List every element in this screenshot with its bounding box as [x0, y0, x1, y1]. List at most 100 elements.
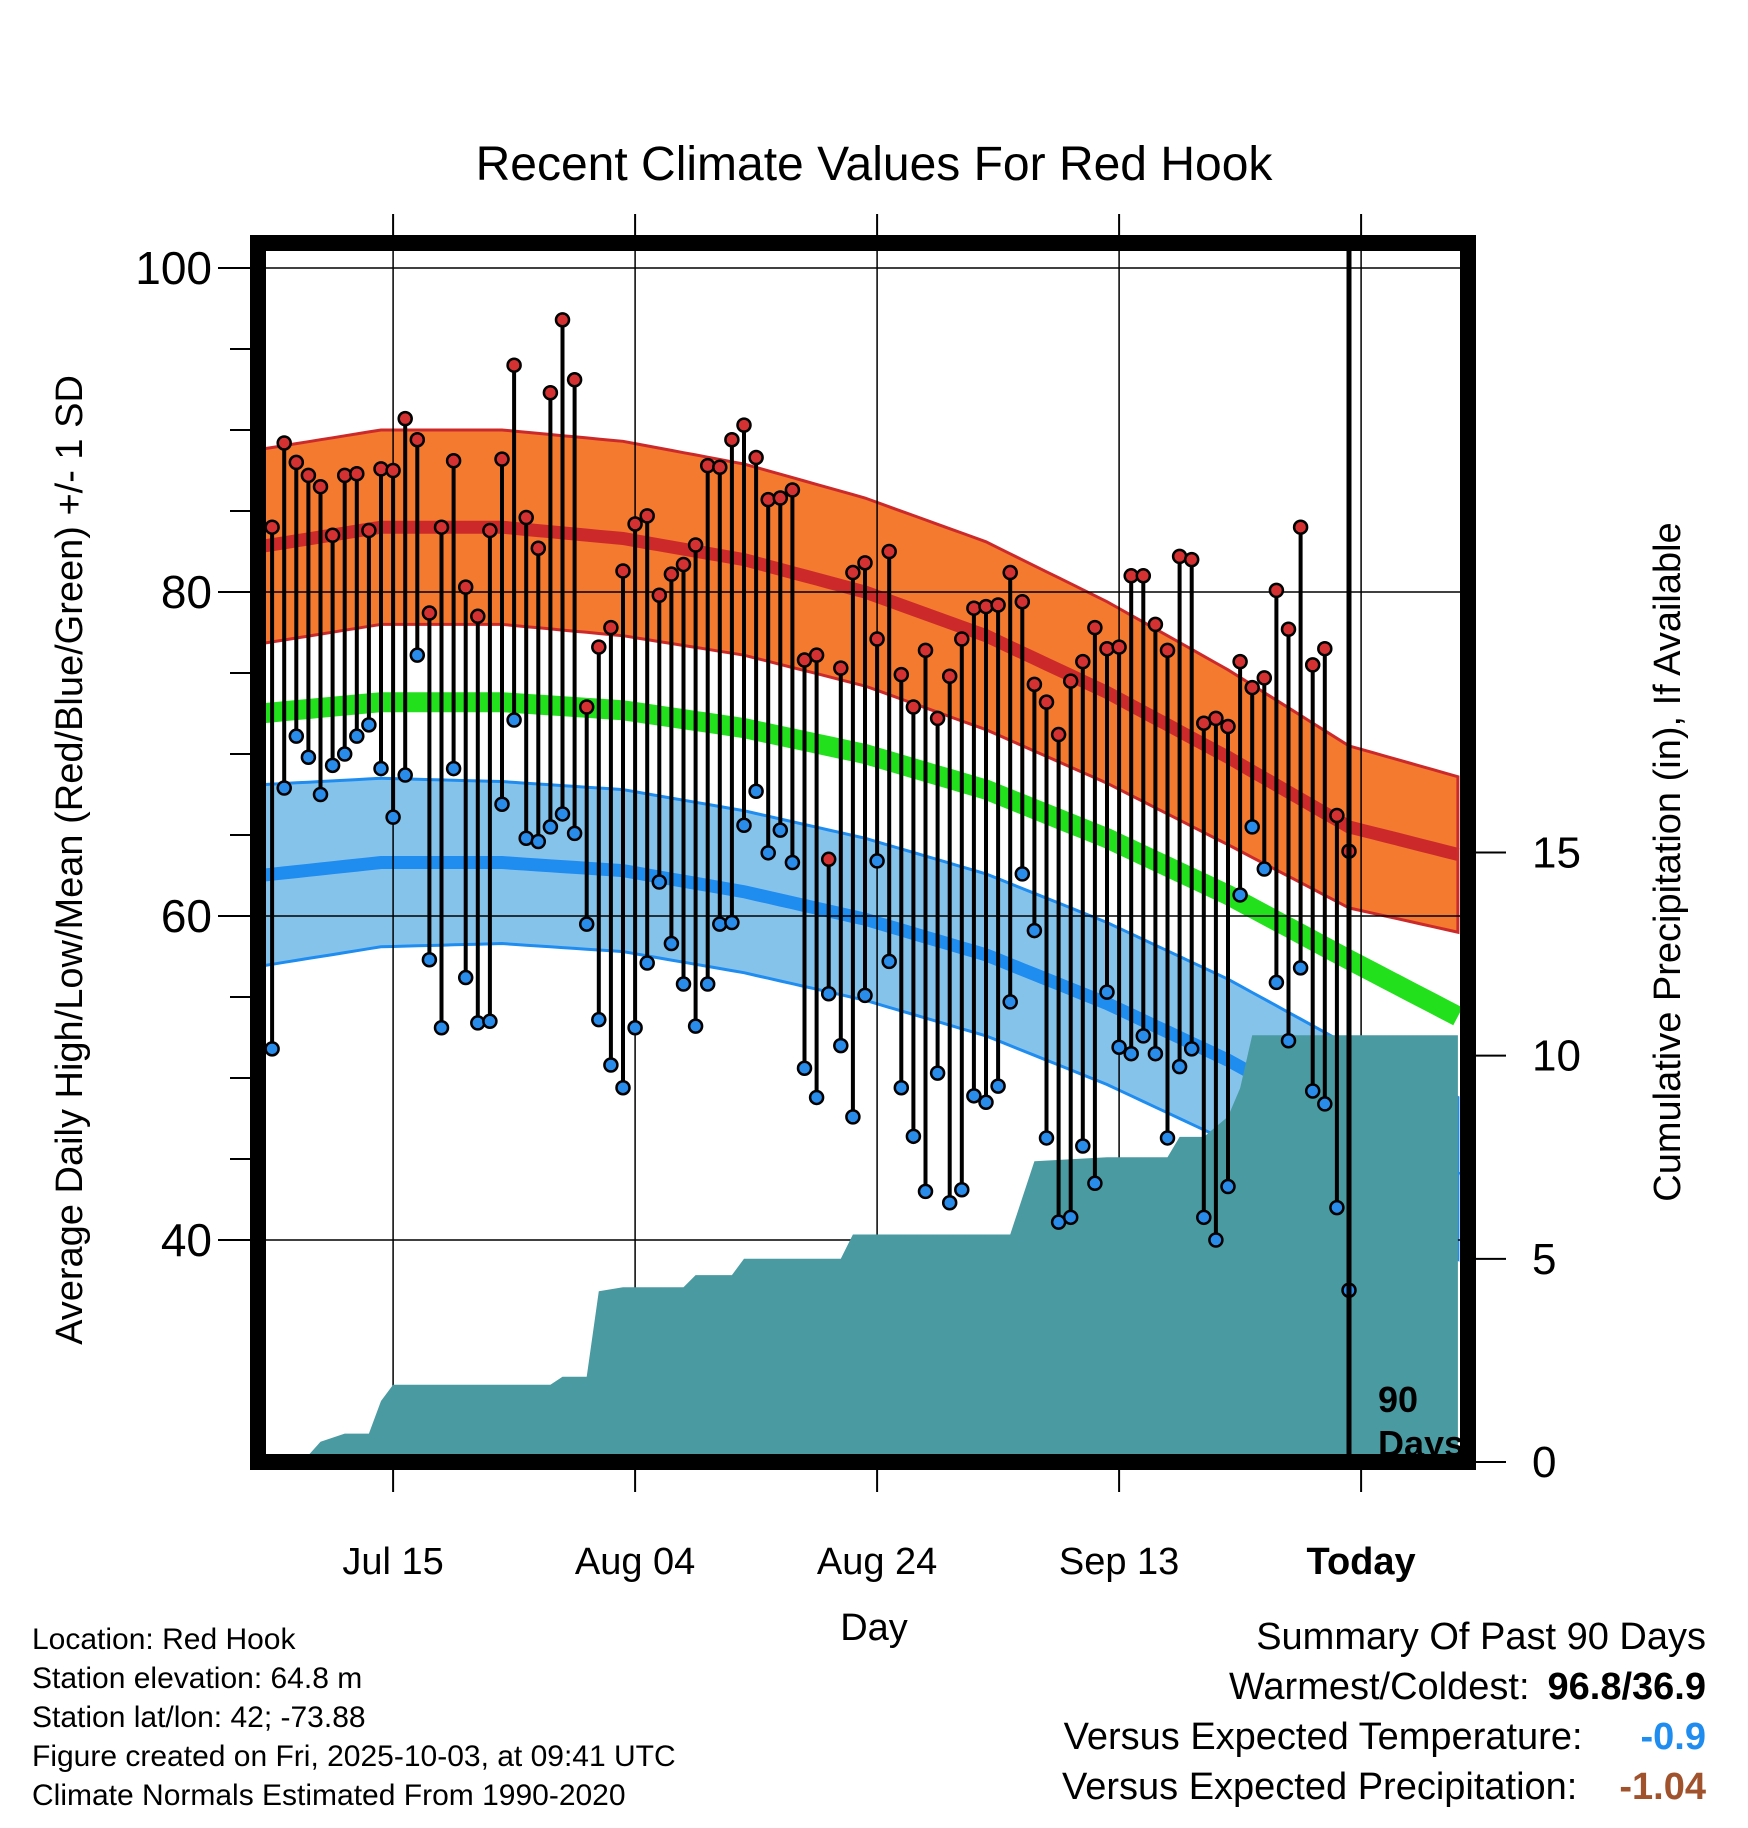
temp-label: Versus Expected Temperature:	[1063, 1716, 1583, 1758]
daily-low-point	[421, 951, 438, 968]
daily-low-point	[1244, 819, 1260, 835]
daily-low-point	[482, 1013, 498, 1030]
info-latlon: Station lat/lon: 42; -73.88	[32, 1701, 366, 1734]
daily-low-point	[494, 796, 510, 812]
daily-low-point	[1099, 984, 1115, 1000]
daily-high-point	[712, 459, 728, 476]
daily-low-point	[760, 845, 776, 861]
plot-frame	[250, 235, 1476, 1470]
daily-low-point	[1280, 1032, 1297, 1049]
daily-low-point	[1232, 887, 1248, 903]
daily-high-point	[675, 556, 692, 573]
daily-high-point	[820, 851, 837, 868]
daily-low-point	[554, 806, 571, 822]
daily-low-point	[276, 780, 292, 796]
daily-high-point	[288, 454, 305, 471]
daily-low-point	[736, 817, 752, 834]
daily-high-point	[1038, 694, 1055, 710]
daily-low-point	[663, 935, 680, 952]
daily-high-point	[312, 478, 329, 495]
daily-high-point	[869, 631, 885, 647]
daily-low-point	[1183, 1041, 1200, 1057]
daily-high-point	[1050, 726, 1067, 743]
info-elevation: Station elevation: 64.8 m	[32, 1662, 363, 1695]
daily-high-point	[651, 587, 668, 603]
daily-low-point	[457, 969, 474, 986]
daily-low-point	[385, 809, 401, 825]
daily-low-point	[675, 976, 692, 992]
info-location: Location: Red Hook	[32, 1623, 296, 1656]
daily-low-point	[324, 757, 341, 774]
daily-high-point	[881, 543, 897, 560]
daily-high-point	[518, 509, 534, 526]
daily-high-point	[300, 467, 317, 484]
daily-low-point	[941, 1194, 958, 1211]
y-right-tick-label: 0	[1532, 1438, 1556, 1487]
daily-high-point	[385, 462, 401, 479]
info-normals: Climate Normals Estimated From 1990-2020	[32, 1779, 626, 1812]
daily-high-point	[954, 631, 970, 647]
today-days-label-line1: 90	[1378, 1379, 1418, 1420]
x-tick-label: Today	[1307, 1541, 1416, 1583]
daily-low-point	[833, 1037, 849, 1054]
x-tick-label: Sep 13	[1059, 1541, 1179, 1583]
y-tick-label: 80	[161, 566, 212, 618]
daily-high-point	[554, 312, 571, 328]
daily-high-point	[482, 522, 498, 539]
daily-low-point	[1087, 1175, 1103, 1192]
high-sd-band	[258, 428, 1460, 935]
daily-high-point	[1135, 568, 1152, 584]
y-right-tick-label: 5	[1532, 1235, 1556, 1284]
y-axis-label-right: Cumulative Precipitation (in), If Availa…	[1647, 522, 1689, 1201]
daily-low-point	[857, 987, 873, 1004]
daily-high-point	[1014, 593, 1031, 610]
x-tick-label: Aug 24	[817, 1541, 937, 1583]
daily-high-point	[1329, 807, 1345, 824]
daily-low-point	[591, 1011, 607, 1028]
daily-low-point	[433, 1020, 450, 1036]
daily-high-point	[578, 699, 595, 715]
daily-low-point	[1111, 1039, 1127, 1055]
daily-low-point	[1268, 974, 1285, 991]
daily-high-point	[1317, 640, 1333, 657]
x-axis-label: Day	[840, 1607, 908, 1649]
daily-low-point	[1171, 1058, 1188, 1075]
daily-high-point	[1075, 653, 1091, 670]
daily-low-point	[687, 1018, 704, 1034]
daily-low-point	[869, 853, 885, 869]
daily-low-point	[1256, 861, 1273, 877]
daily-high-point	[264, 519, 280, 535]
daily-low-point	[627, 1020, 643, 1036]
daily-high-point	[663, 566, 680, 582]
daily-low-point	[361, 717, 377, 733]
daily-low-point	[336, 746, 353, 762]
daily-high-point	[1268, 582, 1285, 599]
x-tick-label: Jul 15	[342, 1541, 443, 1583]
daily-low-point	[288, 728, 305, 744]
daily-high-point	[457, 579, 474, 595]
daily-low-point	[1159, 1130, 1176, 1146]
daily-high-point	[349, 465, 365, 482]
daily-low-point	[1014, 866, 1031, 882]
daily-high-point	[833, 660, 849, 676]
daily-low-point	[699, 976, 716, 992]
daily-low-point	[603, 1057, 619, 1073]
summary-precip: Versus Expected Precipitation: -1.04	[1062, 1762, 1706, 1812]
daily-high-point	[905, 699, 922, 715]
daily-high-point	[784, 482, 801, 498]
daily-low-point	[1317, 1096, 1333, 1112]
daily-high-point	[687, 537, 704, 553]
daily-high-point	[893, 666, 910, 683]
precipitation-area	[302, 1035, 1458, 1462]
daily-high-point	[772, 490, 789, 506]
daily-high-point	[591, 639, 607, 655]
daily-low-point	[615, 1079, 631, 1096]
daily-low-point	[796, 1060, 813, 1077]
daily-high-point	[990, 597, 1006, 613]
daily-high-point	[1002, 564, 1018, 581]
daily-high-point	[1244, 679, 1260, 696]
daily-low-point	[1123, 1045, 1139, 1062]
daily-low-point	[808, 1089, 825, 1106]
daily-low-point	[724, 914, 740, 931]
daily-low-point	[893, 1079, 910, 1096]
